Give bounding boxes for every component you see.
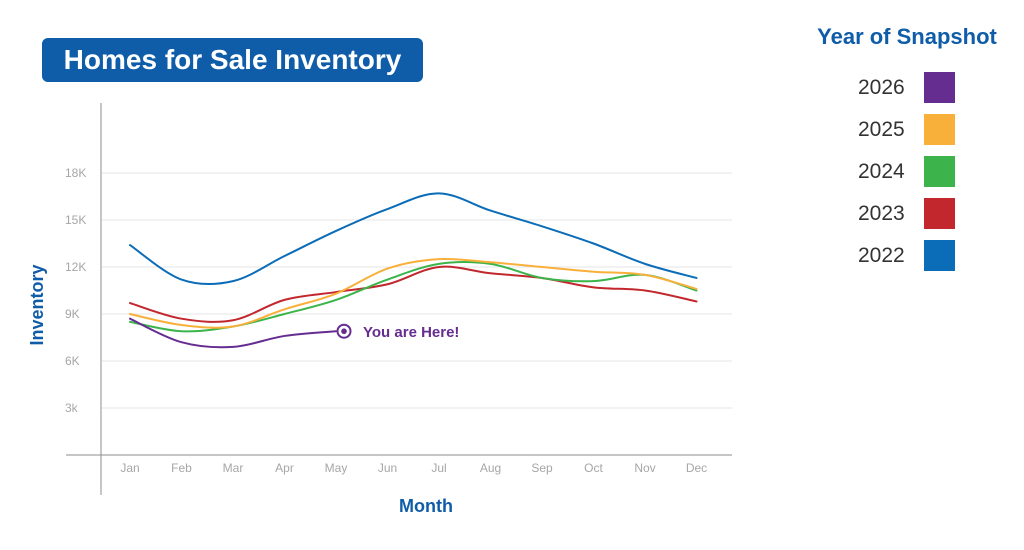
legend-item-2022: 2022 xyxy=(850,240,960,282)
legend-item-2025: 2025 xyxy=(850,114,960,156)
y-tick-label: 18K xyxy=(65,166,86,180)
gridlines xyxy=(102,172,732,409)
y-tick-label: 15K xyxy=(65,213,86,227)
series-line-2023 xyxy=(129,265,698,323)
x-tick-label: Sep xyxy=(531,461,553,475)
x-tick-label: Nov xyxy=(634,461,655,475)
legend-swatch xyxy=(924,156,955,187)
series-line-2022 xyxy=(129,192,698,286)
x-tick-label: Mar xyxy=(223,461,244,475)
x-tick-label: Jul xyxy=(431,461,446,475)
legend-item-2024: 2024 xyxy=(850,156,960,198)
legend: 2026 2025 2024 2023 2022 xyxy=(850,72,960,282)
you-are-here-label: You are Here! xyxy=(363,324,459,341)
legend-item-2026: 2026 xyxy=(850,72,960,114)
annotation: You are Here! xyxy=(336,323,459,341)
y-tick-label: 3k xyxy=(65,401,79,415)
x-tick-label: Dec xyxy=(686,461,707,475)
legend-swatch xyxy=(924,240,955,271)
you-are-here-marker-dot xyxy=(341,328,347,335)
legend-item-2023: 2023 xyxy=(850,198,960,240)
x-tick-labels: Jan Feb Mar Apr May Jun Jul Aug Sep Oct Nov Dec xyxy=(120,461,707,475)
axes xyxy=(66,103,732,495)
y-tick-label: 6K xyxy=(65,354,80,368)
legend-label: 2023 xyxy=(858,202,905,225)
y-axis-label: Inventory xyxy=(27,264,47,345)
legend-label: 2025 xyxy=(858,118,905,141)
y-tick-labels: 3k 6K 9K 12K 15K 18K xyxy=(65,166,86,415)
x-tick-label: Jan xyxy=(120,461,139,475)
x-tick-label: Jun xyxy=(378,461,397,475)
x-axis-label: Month xyxy=(399,496,453,516)
chart-title: Homes for Sale Inventory xyxy=(42,38,423,82)
series-lines xyxy=(129,192,698,349)
legend-swatch xyxy=(924,114,955,145)
legend-title: Year of Snapshot xyxy=(817,24,997,49)
x-tick-label: Feb xyxy=(171,461,192,475)
legend-swatch xyxy=(924,72,955,103)
legend-label: 2026 xyxy=(858,76,905,99)
x-tick-label: Apr xyxy=(275,461,294,475)
y-tick-label: 12K xyxy=(65,260,86,274)
x-tick-label: Oct xyxy=(584,461,603,475)
y-tick-label: 9K xyxy=(65,307,80,321)
series-line-2026 xyxy=(129,317,337,349)
legend-label: 2022 xyxy=(858,244,905,267)
legend-swatch xyxy=(924,198,955,229)
series-line-2025 xyxy=(129,257,698,329)
x-tick-label: May xyxy=(325,461,348,475)
legend-label: 2024 xyxy=(858,160,905,183)
x-tick-label: Aug xyxy=(480,461,501,475)
